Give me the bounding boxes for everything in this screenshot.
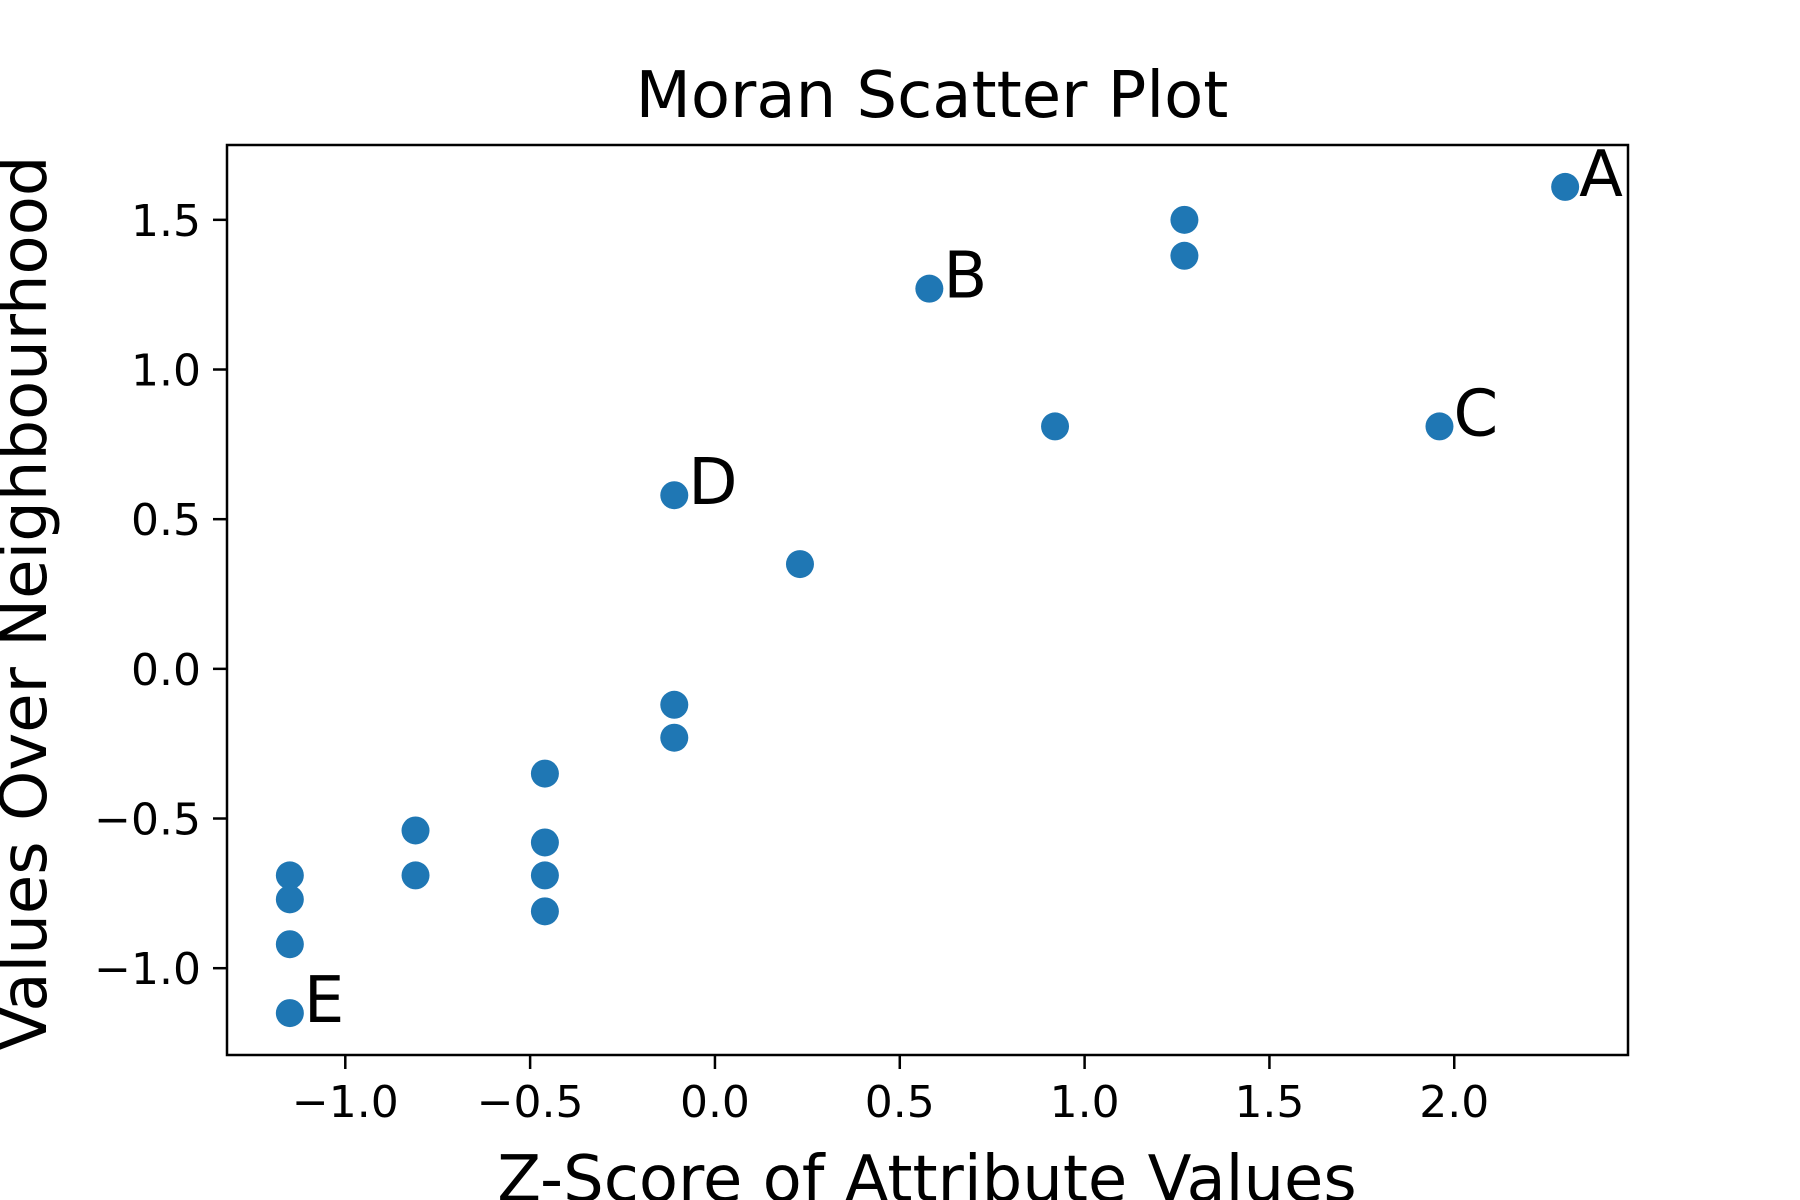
data-point <box>660 690 689 719</box>
y-axis-title: Values Over Neighbourhood <box>0 156 62 1051</box>
y-tick-label: 0.5 <box>131 495 201 546</box>
x-tick-label: 0.5 <box>865 1077 935 1128</box>
y-axis: −1.0 −0.5 0.0 0.5 1.0 1.5 <box>94 196 227 995</box>
data-point <box>530 897 559 926</box>
y-tick-label: 1.0 <box>131 346 201 397</box>
data-point <box>530 759 559 788</box>
data-point <box>401 816 430 845</box>
data-points <box>275 172 1580 1028</box>
point-label-c: C <box>1453 377 1498 451</box>
y-tick-label: 1.5 <box>131 196 201 247</box>
data-point <box>275 861 304 890</box>
data-point <box>275 999 304 1028</box>
data-point <box>275 930 304 959</box>
plot-area-frame <box>225 143 1630 1057</box>
point-labels: A B C D E <box>304 138 1623 1038</box>
data-point <box>660 481 689 510</box>
y-tick-label: −0.5 <box>94 795 201 846</box>
data-point <box>275 885 304 914</box>
data-point <box>530 861 559 890</box>
x-tick-label: 2.0 <box>1419 1077 1489 1128</box>
x-tick-label: 1.5 <box>1234 1077 1304 1128</box>
data-point <box>401 861 430 890</box>
data-point <box>1170 205 1199 234</box>
data-point <box>915 274 944 303</box>
point-label-e: E <box>304 964 344 1038</box>
chart-title: Moran Scatter Plot <box>636 59 1229 133</box>
data-point <box>1551 172 1580 201</box>
x-tick-label: −0.5 <box>477 1077 584 1128</box>
data-point <box>530 828 559 857</box>
data-point <box>1170 241 1199 270</box>
y-tick-label: 0.0 <box>131 645 201 696</box>
x-axis: −1.0 −0.5 0.0 0.5 1.0 1.5 2.0 <box>292 1055 1489 1128</box>
data-point <box>660 723 689 752</box>
data-point <box>1425 412 1454 441</box>
data-point <box>1041 412 1070 441</box>
point-label-a: A <box>1579 138 1623 212</box>
x-tick-label: 0.0 <box>680 1077 750 1128</box>
data-point <box>785 550 814 579</box>
x-tick-label: 1.0 <box>1050 1077 1120 1128</box>
x-tick-label: −1.0 <box>292 1077 399 1128</box>
point-label-d: D <box>688 446 737 520</box>
point-label-b: B <box>943 240 987 314</box>
x-axis-title: Z-Score of Attribute Values <box>497 1143 1356 1200</box>
y-tick-label: −1.0 <box>94 944 201 995</box>
